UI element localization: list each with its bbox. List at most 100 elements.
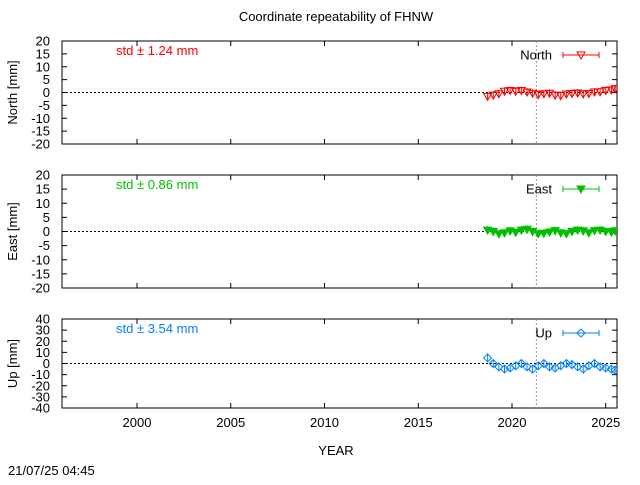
north-y-tick-label: 10 bbox=[36, 59, 50, 74]
up-y-tick-label: 10 bbox=[36, 345, 50, 360]
north-y-tick-label: -15 bbox=[31, 124, 50, 139]
timestamp-label: 21/07/25 04:45 bbox=[8, 463, 95, 478]
east-y-tick-label: 15 bbox=[36, 182, 50, 197]
east-data-point bbox=[589, 227, 600, 236]
up-std-label: std ± 3.54 mm bbox=[116, 321, 198, 336]
x-tick-label: 2025 bbox=[591, 415, 620, 430]
up-y-tick-label: -30 bbox=[31, 389, 50, 404]
up-data-points bbox=[482, 353, 617, 375]
east-y-tick-label: -10 bbox=[31, 252, 50, 267]
north-data-point bbox=[567, 90, 577, 99]
up-data-point bbox=[499, 364, 510, 374]
north-data-point bbox=[544, 89, 555, 99]
east-y-tick-label: -15 bbox=[31, 266, 50, 281]
north-legend-marker bbox=[576, 51, 586, 61]
up-y-tick-label: -20 bbox=[31, 378, 50, 393]
north-y-tick-label: 20 bbox=[36, 34, 50, 49]
up-data-point bbox=[482, 353, 493, 363]
east-data-point bbox=[584, 229, 594, 238]
x-tick-label: 2010 bbox=[310, 415, 339, 430]
north-data-point bbox=[572, 89, 583, 99]
east-data-point bbox=[494, 230, 504, 239]
east-legend-marker bbox=[576, 185, 586, 195]
north-data-point bbox=[539, 90, 549, 99]
north-data-point bbox=[527, 89, 538, 99]
north-std-label: std ± 1.24 mm bbox=[116, 43, 198, 58]
up-data-point bbox=[572, 362, 583, 372]
up-data-point bbox=[595, 362, 605, 372]
up-y-tick-label: -10 bbox=[31, 367, 50, 382]
up-y-axis-label: Up [mm] bbox=[5, 339, 20, 388]
up-y-tick-label: 30 bbox=[36, 323, 50, 338]
x-tick-label: 2020 bbox=[498, 415, 527, 430]
east-legend-label: East bbox=[526, 182, 552, 197]
north-data-point bbox=[550, 91, 560, 101]
up-data-point bbox=[601, 363, 611, 373]
north-data-point bbox=[488, 91, 499, 101]
east-data-point bbox=[499, 229, 510, 238]
north-data-point bbox=[505, 86, 515, 96]
north-y-axis-label: North [mm] bbox=[5, 60, 20, 124]
east-data-point bbox=[516, 226, 527, 236]
east-y-tick-label: 10 bbox=[36, 196, 50, 211]
north-data-point bbox=[600, 86, 611, 96]
up-data-point bbox=[522, 362, 532, 372]
north-y-tick-label: 5 bbox=[43, 72, 50, 87]
up-legend-marker bbox=[576, 328, 586, 338]
north-data-point bbox=[510, 87, 521, 97]
east-data-point bbox=[544, 228, 555, 238]
east-data-points bbox=[482, 225, 617, 239]
up-y-tick-label: 20 bbox=[36, 334, 50, 349]
east-data-point bbox=[533, 230, 544, 239]
north-data-point bbox=[494, 90, 504, 99]
up-data-point bbox=[539, 358, 549, 369]
up-data-point bbox=[589, 358, 600, 369]
north-y-tick-label: 0 bbox=[43, 85, 50, 100]
north-y-tick-label: 15 bbox=[36, 46, 50, 61]
north-data-point bbox=[482, 92, 493, 102]
x-tick-label: 2005 bbox=[216, 415, 245, 430]
north-legend-label: North bbox=[520, 48, 552, 63]
north-data-point bbox=[533, 91, 544, 100]
east-data-point bbox=[610, 227, 617, 236]
up-data-point bbox=[516, 358, 527, 369]
east-data-point bbox=[561, 230, 572, 239]
north-data-point bbox=[578, 90, 589, 100]
east-y-tick-label: -20 bbox=[31, 281, 50, 296]
up-data-point bbox=[488, 358, 498, 369]
east-y-tick-label: 20 bbox=[36, 168, 50, 183]
east-y-tick-label: 0 bbox=[43, 224, 50, 239]
east-y-tick-label: 5 bbox=[43, 210, 50, 225]
up-y-tick-label: 0 bbox=[43, 356, 50, 371]
up-data-point bbox=[527, 364, 538, 374]
chart-title: Coordinate repeatability of FHNW bbox=[239, 9, 434, 24]
east-y-axis-label: East [mm] bbox=[5, 202, 20, 261]
north-data-points bbox=[482, 84, 617, 102]
up-data-point bbox=[578, 364, 588, 374]
up-data-point bbox=[544, 362, 555, 372]
east-data-point bbox=[510, 228, 521, 238]
up-legend-label: Up bbox=[535, 326, 552, 341]
x-tick-label: 2015 bbox=[404, 415, 433, 430]
north-data-point bbox=[516, 86, 527, 96]
x-tick-label: 2000 bbox=[123, 415, 152, 430]
up-data-point bbox=[610, 365, 617, 375]
up-y-tick-label: -40 bbox=[31, 401, 50, 416]
up-data-point bbox=[567, 359, 577, 370]
north-data-point bbox=[555, 92, 566, 101]
up-data-point bbox=[561, 358, 572, 369]
north-data-point bbox=[589, 88, 600, 97]
east-data-point bbox=[539, 229, 549, 239]
x-axis-label: YEAR bbox=[318, 443, 353, 458]
east-data-point bbox=[567, 228, 577, 237]
north-data-point bbox=[561, 90, 572, 100]
north-data-point bbox=[610, 85, 617, 94]
east-y-tick-label: -5 bbox=[38, 238, 50, 253]
north-y-tick-label: -10 bbox=[31, 111, 50, 126]
north-data-point bbox=[595, 88, 605, 97]
east-std-label: std ± 0.86 mm bbox=[116, 177, 198, 192]
